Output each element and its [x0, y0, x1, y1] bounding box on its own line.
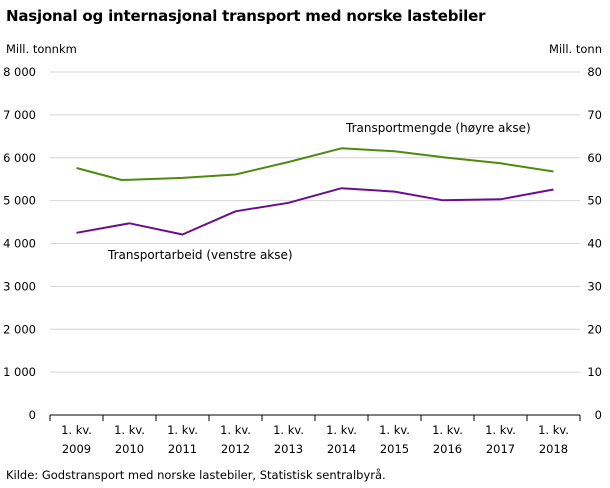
y-tick-label-right: 50 — [587, 194, 602, 208]
y-tick-label-right: 60 — [587, 151, 602, 165]
x-tick-label-year: 2010 — [115, 442, 144, 456]
y-tick-label-left: 0 — [29, 408, 36, 422]
x-tick-label-year: 2015 — [380, 442, 409, 456]
x-tick-label-year: 2018 — [539, 442, 568, 456]
x-tick-label-quarter: 1. kv. — [485, 423, 516, 437]
x-tick-label-quarter: 1. kv. — [167, 423, 198, 437]
x-tick-label-year: 2009 — [62, 442, 91, 456]
x-tick-label-quarter: 1. kv. — [538, 423, 569, 437]
x-tick-label-year: 2011 — [168, 442, 197, 456]
x-tick-label-year: 2016 — [433, 442, 462, 456]
x-tick-label-quarter: 1. kv. — [114, 423, 145, 437]
x-tick-label-quarter: 1. kv. — [432, 423, 463, 437]
x-tick-label-quarter: 1. kv. — [326, 423, 357, 437]
y-tick-label-left: 2 000 — [3, 322, 36, 336]
left-axis-unit: Mill. tonnkm — [6, 42, 77, 56]
series-label-transportmengde: Transportmengde (høyre akse) — [345, 121, 531, 135]
x-axis-ticks: 1. kv. 2009 1. kv. 2010 1. kv. 2011 1. kv. 2012… — [49, 415, 581, 456]
chart-title: Nasjonal og internasjonal transport med … — [6, 7, 486, 25]
series-label-transportarbeid: Transportarbeid (venstre akse) — [107, 248, 293, 262]
x-tick-label-quarter: 1. kv. — [220, 423, 251, 437]
source-note: Kilde: Godstransport med norske lastebil… — [6, 468, 386, 482]
x-tick-label-year: 2017 — [486, 442, 515, 456]
y-tick-label-left: 5 000 — [3, 194, 36, 208]
series-lines — [76, 147, 554, 236]
y-tick-label-right: 80 — [587, 65, 602, 79]
y-tick-label-left: 6 000 — [3, 151, 36, 165]
y-tick-label-right: 0 — [595, 408, 602, 422]
y-tick-label-right: 70 — [587, 108, 602, 122]
y-tick-label-left: 8 000 — [3, 65, 36, 79]
left-axis-ticks: 0 1 000 2 000 3 000 4 000 5 000 6 000 7 000 8 00… — [3, 65, 36, 422]
y-tick-label-right: 40 — [587, 237, 602, 251]
x-tick-label-quarter: 1. kv. — [61, 423, 92, 437]
x-tick-label-quarter: 1. kv. — [273, 423, 304, 437]
right-axis-ticks: 0 10 20 30 40 50 60 70 80 — [587, 65, 602, 422]
x-tick-label-quarter: 1. kv. — [379, 423, 410, 437]
series-labels: Transportmengde (høyre akse) Transportarb… — [107, 121, 531, 262]
x-tick-label-year: 2013 — [274, 442, 303, 456]
x-tick-label-year: 2014 — [327, 442, 356, 456]
series-line-transportmengde — [76, 147, 554, 181]
y-tick-label-left: 7 000 — [3, 108, 36, 122]
right-axis-unit: Mill. tonn — [549, 42, 602, 56]
y-tick-label-right: 30 — [587, 279, 602, 293]
y-tick-label-left: 3 000 — [3, 279, 36, 293]
y-tick-label-right: 10 — [587, 365, 602, 379]
y-tick-label-right: 20 — [587, 322, 602, 336]
y-tick-label-left: 4 000 — [3, 237, 36, 251]
y-tick-label-left: 1 000 — [3, 365, 36, 379]
x-tick-label-year: 2012 — [221, 442, 250, 456]
series-line-transportarbeid — [76, 187, 554, 236]
